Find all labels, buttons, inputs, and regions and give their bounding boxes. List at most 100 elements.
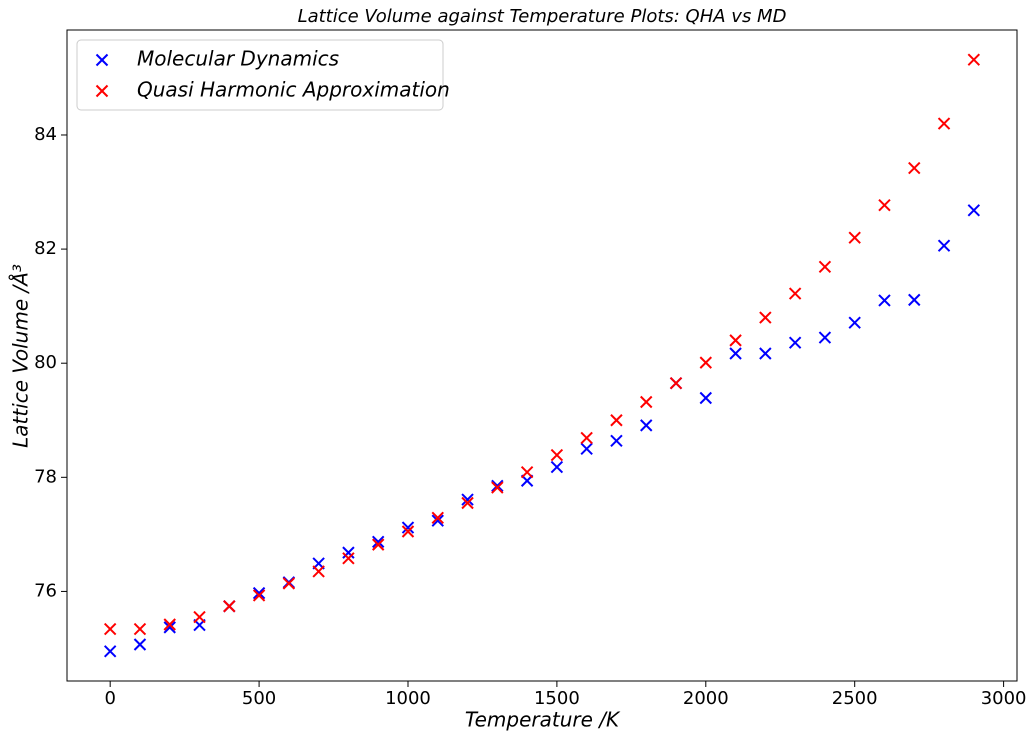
point <box>937 239 951 252</box>
marker-stroke <box>401 525 415 538</box>
point <box>252 589 266 602</box>
x-tick-label: 1500 <box>534 688 580 709</box>
y-tick-label: 80 <box>34 352 57 373</box>
point <box>252 586 266 600</box>
point <box>908 161 921 175</box>
marker-stroke <box>669 376 683 390</box>
marker-stroke <box>133 638 147 651</box>
marker-stroke <box>580 431 593 445</box>
chart-title: Lattice Volume against Temperature Plots… <box>298 6 787 27</box>
point <box>282 577 296 590</box>
y-tick-label: 78 <box>34 466 57 487</box>
point <box>491 479 504 493</box>
marker-stroke <box>937 239 951 252</box>
marker-stroke <box>95 84 109 98</box>
point <box>610 414 623 427</box>
marker-stroke <box>550 460 564 474</box>
marker-stroke <box>848 231 861 244</box>
marker-stroke <box>163 621 176 634</box>
x-tick-label: 2000 <box>683 688 729 709</box>
marker-stroke <box>848 316 861 329</box>
marker-stroke <box>312 565 325 578</box>
marker-stroke <box>967 53 981 66</box>
marker-stroke <box>610 414 623 427</box>
point <box>520 465 534 479</box>
x-axis-label: Temperature /K <box>465 708 621 732</box>
point <box>640 395 653 409</box>
point <box>848 316 861 329</box>
y-tick-label: 82 <box>34 238 57 259</box>
point <box>223 600 236 613</box>
point <box>788 336 802 349</box>
marker-stroke <box>163 618 176 631</box>
marker-stroke <box>729 347 742 360</box>
marker-stroke <box>223 600 236 613</box>
marker-stroke <box>759 347 772 360</box>
point <box>550 460 564 474</box>
marker-stroke <box>520 465 534 479</box>
point <box>967 53 981 66</box>
point <box>580 431 593 445</box>
legend-label: Quasi Harmonic Approximation <box>137 78 450 102</box>
point <box>818 331 832 344</box>
point <box>342 546 355 559</box>
marker-stroke <box>461 493 474 506</box>
marker-stroke <box>371 535 385 548</box>
point <box>759 311 772 324</box>
point <box>461 496 474 510</box>
legend-marker <box>95 84 109 98</box>
marker-stroke <box>640 419 653 432</box>
x-tick-label: 0 <box>104 688 115 709</box>
point <box>491 481 504 494</box>
point <box>699 356 713 369</box>
marker-stroke <box>788 287 802 300</box>
marker-stroke <box>461 496 474 510</box>
point <box>550 448 564 462</box>
marker-stroke <box>133 622 147 636</box>
marker-stroke <box>908 293 921 307</box>
point <box>669 376 683 390</box>
marker-stroke <box>759 311 772 324</box>
marker-stroke <box>640 395 653 409</box>
plot-frame <box>66 29 1018 682</box>
point <box>431 511 444 525</box>
point <box>729 334 742 347</box>
marker-stroke <box>967 204 981 217</box>
y-tick-label: 84 <box>34 124 57 145</box>
legend-box <box>76 39 444 111</box>
marker-stroke <box>103 645 117 658</box>
x-tick-label: 2500 <box>832 688 878 709</box>
point <box>937 117 951 130</box>
point <box>371 535 385 548</box>
legend-marker <box>95 53 109 67</box>
point <box>580 442 593 455</box>
marker-stroke <box>401 521 415 534</box>
point <box>878 294 891 307</box>
marker-stroke <box>431 511 444 525</box>
y-axis-label: Lattice Volume /Å³ <box>9 264 33 448</box>
point <box>610 434 623 448</box>
point <box>729 347 742 360</box>
point <box>401 521 415 534</box>
marker-stroke <box>699 391 713 405</box>
point <box>133 622 147 636</box>
marker-stroke <box>878 294 891 307</box>
point <box>312 565 325 578</box>
point <box>759 347 772 360</box>
point <box>699 391 713 405</box>
marker-stroke <box>878 198 891 212</box>
point <box>908 293 921 307</box>
marker-stroke <box>699 356 713 369</box>
legend-label: Molecular Dynamics <box>137 47 339 71</box>
x-tick-label: 3000 <box>981 688 1027 709</box>
marker-stroke <box>491 481 504 494</box>
point <box>163 618 176 631</box>
marker-stroke <box>193 610 206 624</box>
point <box>818 260 832 273</box>
marker-stroke <box>95 53 109 67</box>
marker-stroke <box>550 448 564 462</box>
point <box>848 231 861 244</box>
marker-stroke <box>908 161 921 175</box>
